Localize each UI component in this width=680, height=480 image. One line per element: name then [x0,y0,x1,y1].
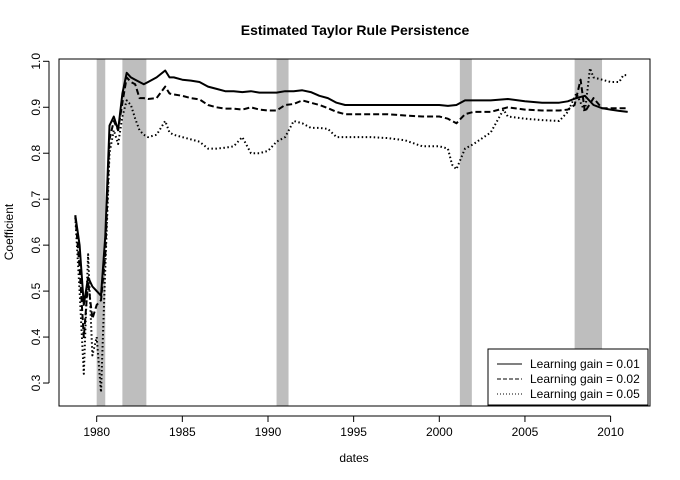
x-tick-label: 2000 [426,425,453,439]
x-axis: 1980 1985 1990 1995 2000 2005 2010 [83,415,624,439]
legend-label: Learning gain = 0.01 [530,357,640,371]
y-tick-label: 0.8 [29,145,43,162]
y-tick-label: 0.4 [29,328,43,345]
legend-box [487,348,649,406]
legend-label: Learning gain = 0.02 [530,372,640,386]
series-lines [74,67,628,394]
y-tick-label: 1.0 [29,53,43,70]
series-line-dashed [74,76,628,339]
recession-band-2 [276,59,289,406]
recession-band-4 [574,59,603,406]
x-tick-label: 2005 [512,425,539,439]
series-line-solid [74,69,628,306]
chart-title: Estimated Taylor Rule Persistence [241,22,470,38]
plot-frame [58,58,651,407]
series-line-dotted [74,67,628,394]
y-axis-label: Coefficient [2,203,16,260]
recession-band-0 [96,59,106,406]
recession-bands [96,59,603,406]
y-tick-label: 0.7 [29,191,43,208]
x-tick-label: 1990 [255,425,282,439]
x-tick-label: 1980 [83,425,110,439]
legend-label: Learning gain = 0.05 [530,387,640,401]
y-axis: 0.3 0.4 0.5 0.6 0.7 0.8 0.9 1.0 [29,53,50,391]
x-tick-label: 1995 [340,425,367,439]
y-tick-label: 0.9 [29,99,43,116]
x-axis-label: dates [339,451,368,465]
recession-band-1 [122,59,147,406]
y-tick-label: 0.5 [29,282,43,299]
y-tick-label: 0.3 [29,374,43,391]
x-tick-label: 1985 [169,425,196,439]
x-tick-label: 2010 [597,425,624,439]
y-tick-label: 0.6 [29,236,43,253]
recession-band-3 [459,59,472,406]
